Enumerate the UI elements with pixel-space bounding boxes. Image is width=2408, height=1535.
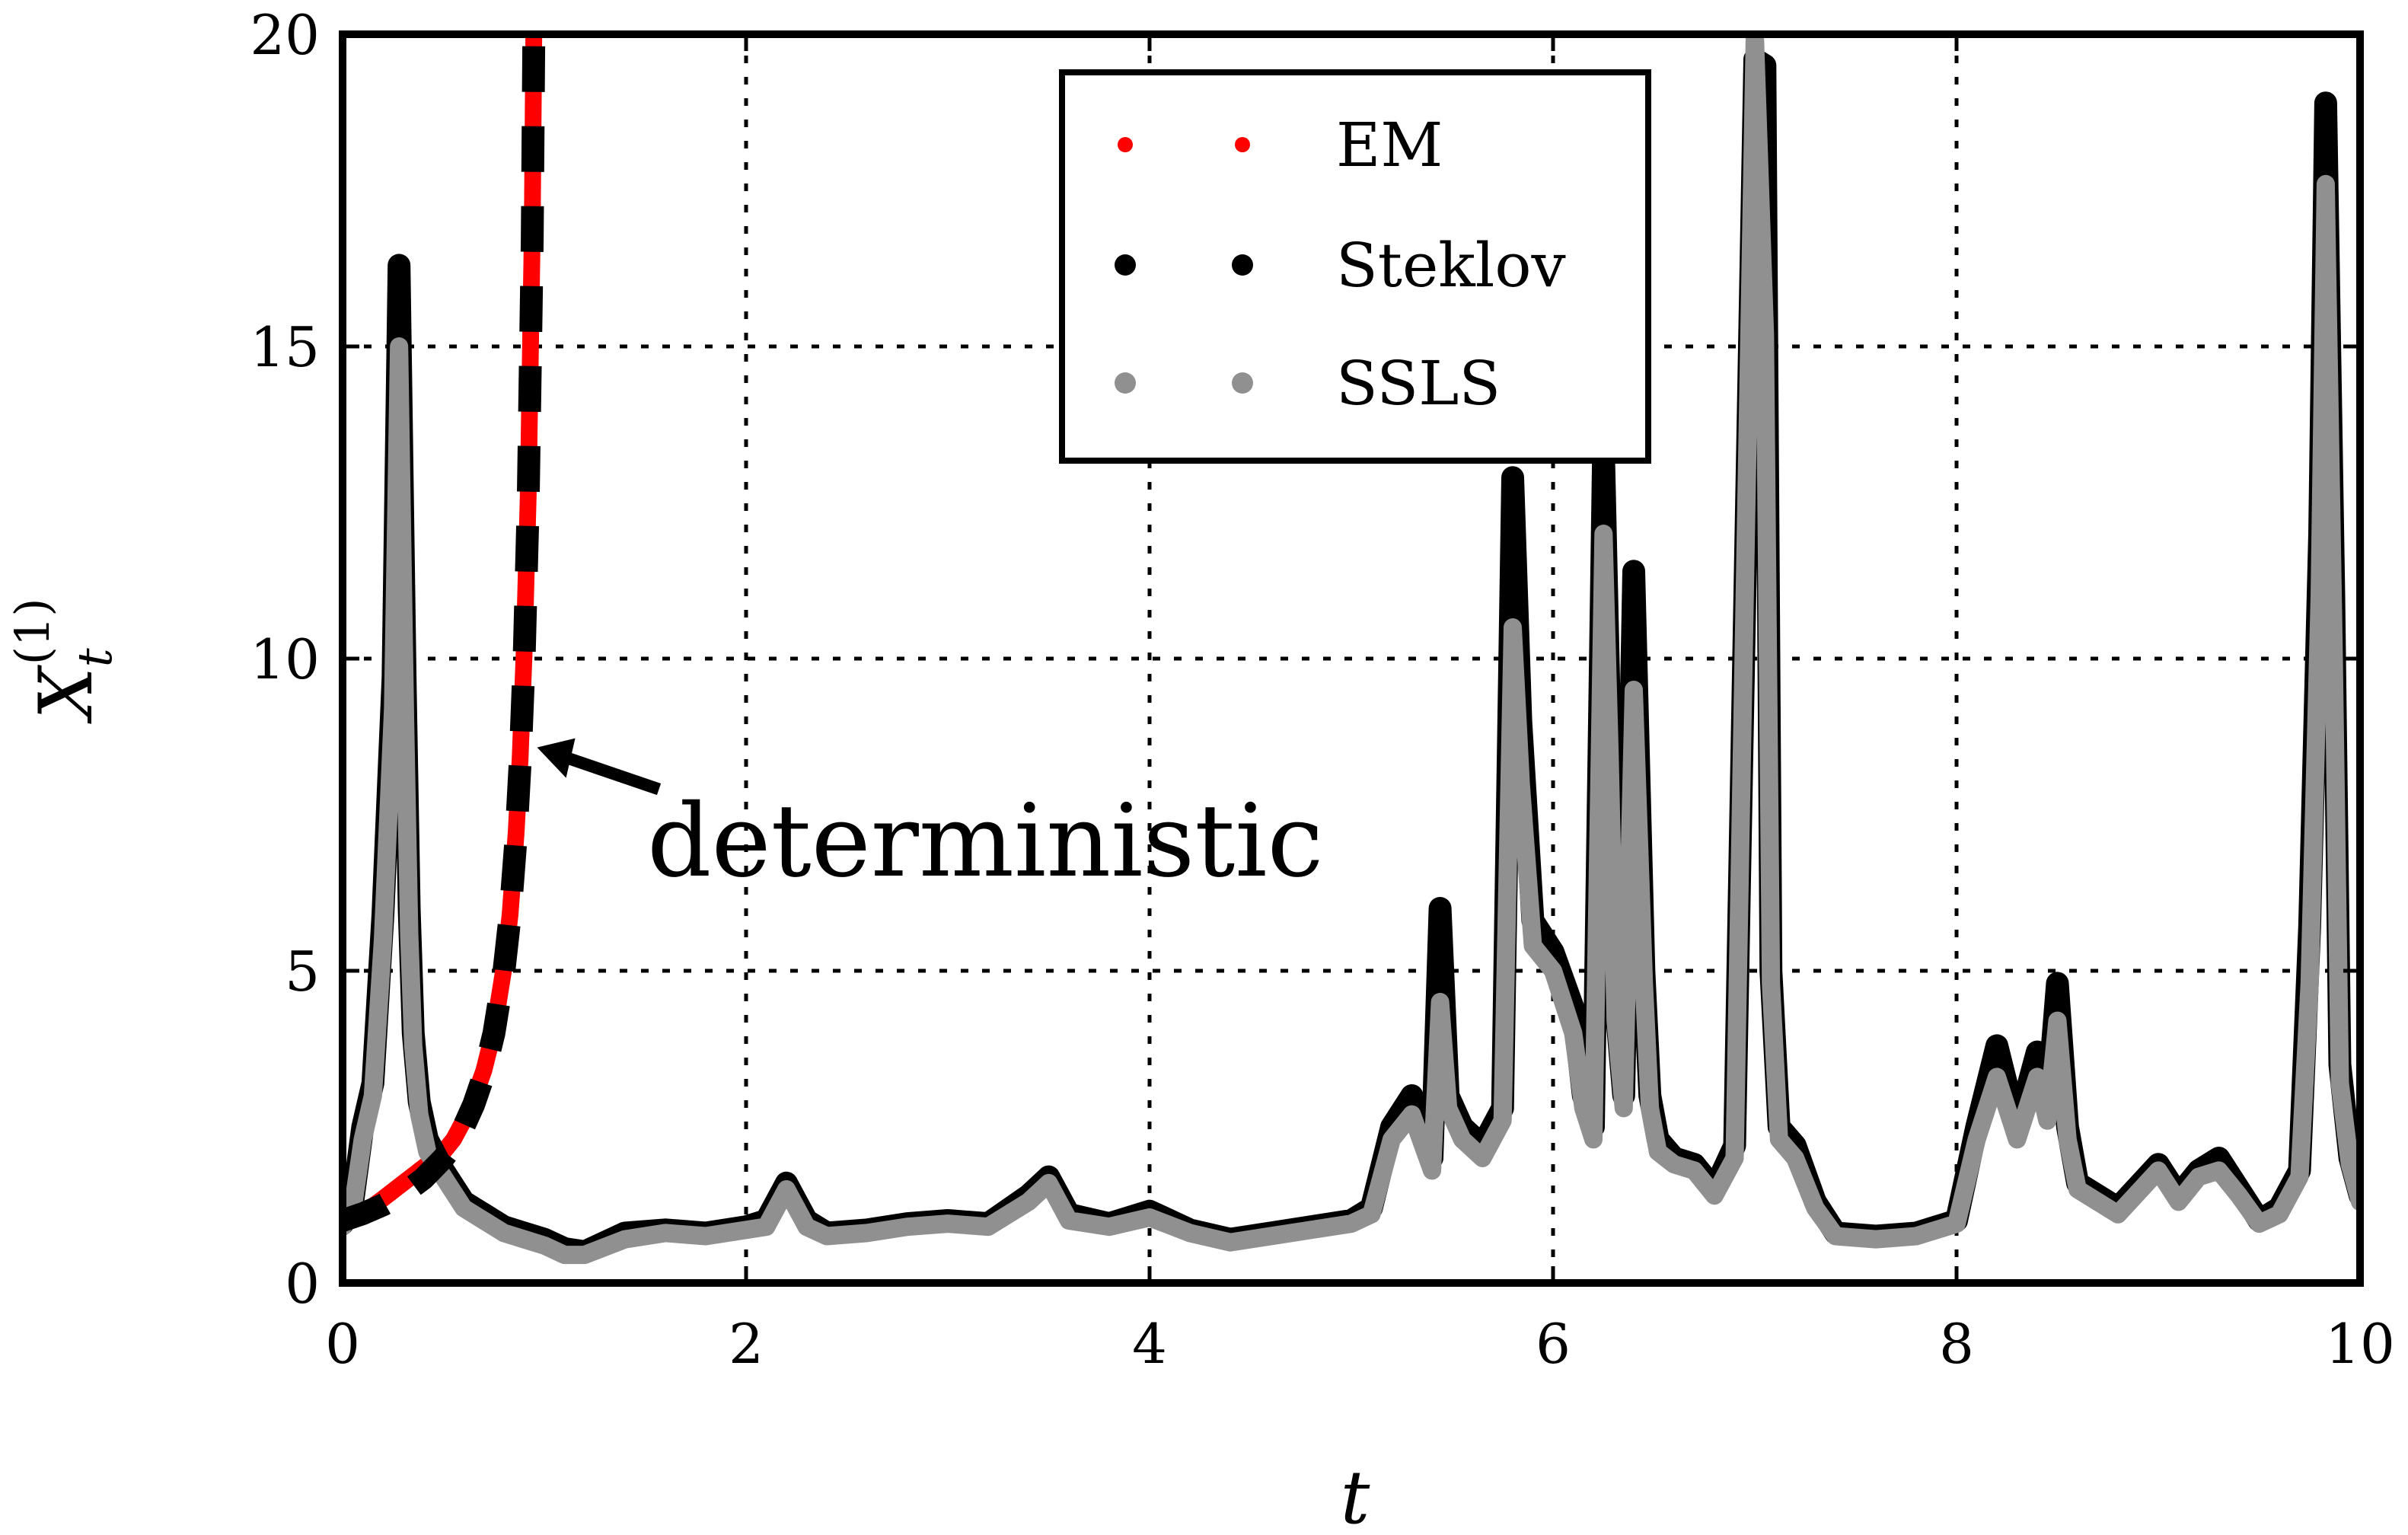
- y-tick-label-3: 15: [250, 315, 320, 379]
- legend-marker-em-1: [1118, 137, 1133, 152]
- legend-label-ssls: SSLS: [1336, 348, 1501, 419]
- x-axis-label: t: [1341, 1455, 1370, 1535]
- series-line-ssls: [343, 34, 2360, 1265]
- series-line-em: [343, 34, 543, 1229]
- x-tick-label-4: 8: [1939, 1312, 1974, 1376]
- y-axis: 0 5 10 15 20: [250, 3, 2360, 1316]
- legend: EM Steklov SSLS: [1059, 69, 1651, 464]
- y-tick-label-1: 5: [285, 940, 320, 1004]
- legend-marker-ssls-1: [1115, 372, 1136, 394]
- y-axis-label-main: X: [24, 665, 109, 725]
- annotation: deterministic: [537, 738, 1323, 900]
- legend-marker-steklov-1: [1115, 254, 1136, 276]
- x-tick-label-1: 2: [729, 1312, 764, 1376]
- svg-text:Xt(1): Xt (1): [5, 598, 123, 724]
- legend-label-em: EM: [1336, 110, 1443, 180]
- x-tick-label-0: 0: [325, 1312, 360, 1376]
- y-axis-label: Xt (1): [5, 598, 123, 724]
- legend-marker-em-2: [1235, 137, 1250, 152]
- legend-entry-ssls: SSLS: [1115, 348, 1501, 419]
- legend-label-steklov: Steklov: [1336, 230, 1566, 301]
- y-tick-label-0: 0: [285, 1252, 320, 1316]
- legend-marker-steklov-2: [1232, 254, 1253, 276]
- y-axis-label-sub: t: [67, 648, 123, 667]
- legend-entry-em: EM: [1118, 110, 1443, 180]
- x-tick-label-5: 10: [2325, 1312, 2395, 1376]
- legend-entry-steklov: Steklov: [1115, 230, 1566, 301]
- x-tick-label-3: 6: [1536, 1312, 1571, 1376]
- x-tick-label-2: 4: [1132, 1312, 1167, 1376]
- y-tick-label-2: 10: [250, 627, 320, 691]
- y-tick-label-4: 20: [250, 3, 320, 67]
- legend-box: [1059, 69, 1651, 464]
- annotation-arrow-head: [537, 738, 576, 778]
- legend-marker-ssls-2: [1232, 372, 1253, 394]
- annotation-text: deterministic: [647, 783, 1323, 900]
- annotation-arrow-shaft: [565, 752, 662, 796]
- x-axis: 0 2 4 6 8 10: [325, 34, 2395, 1376]
- series-layer: [343, 34, 2360, 1265]
- y-axis-label-sup: (1): [5, 598, 60, 665]
